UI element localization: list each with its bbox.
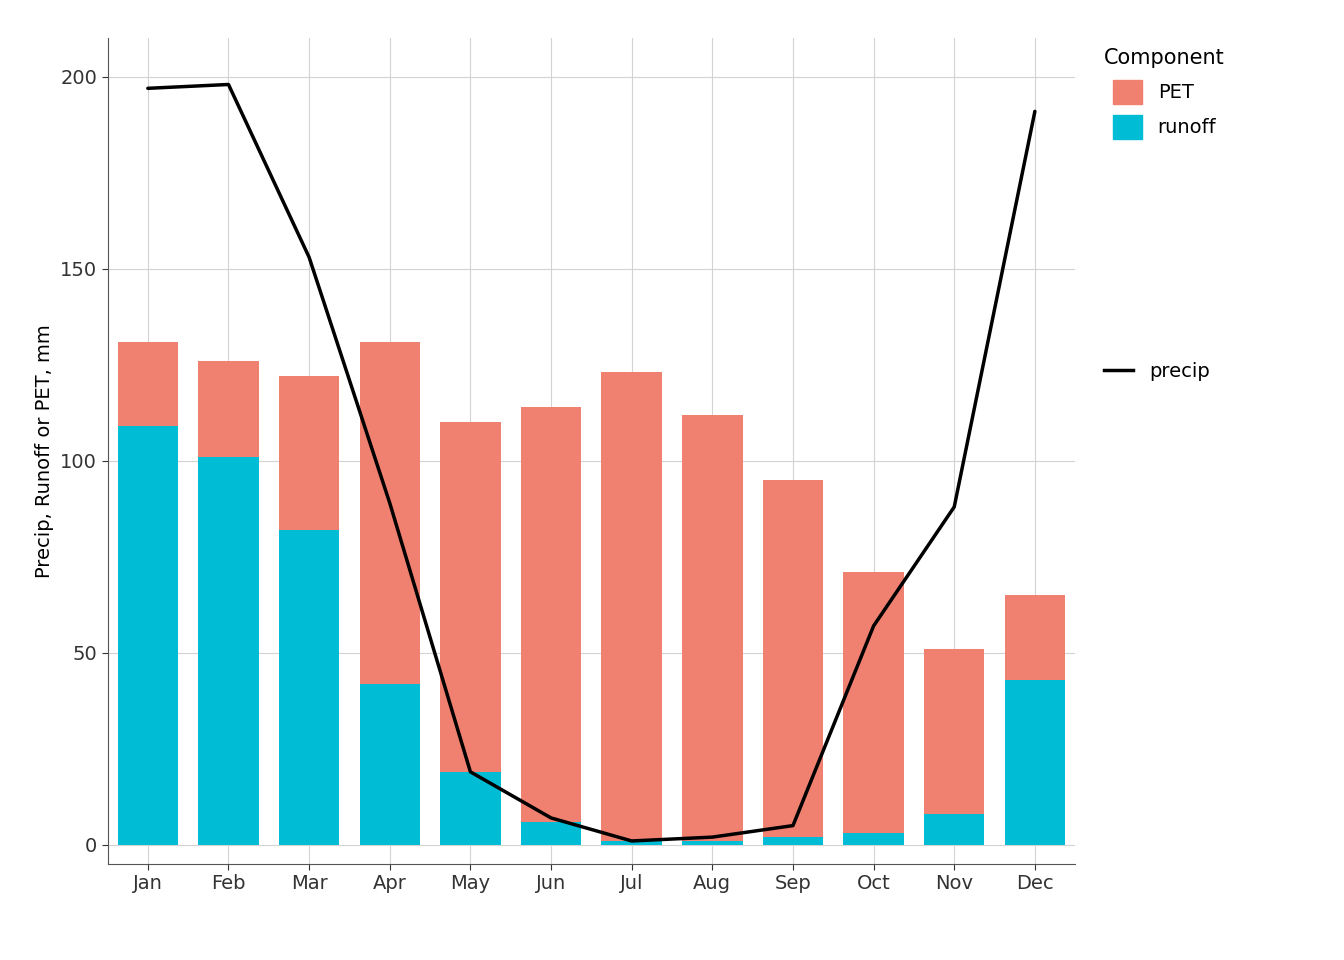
precip: [946, 501, 962, 513]
Bar: [601, 841, 661, 845]
precip: [1027, 106, 1043, 117]
precip: [704, 831, 720, 843]
Bar: [681, 841, 742, 845]
Bar: [198, 361, 258, 457]
Bar: [117, 342, 177, 426]
Bar: [117, 426, 177, 845]
precip: [462, 766, 478, 778]
precip: [140, 83, 156, 94]
Bar: [359, 342, 419, 684]
Legend: precip: precip: [1105, 362, 1210, 381]
precip: [866, 620, 882, 632]
Bar: [762, 480, 823, 837]
Bar: [843, 833, 903, 845]
Bar: [681, 415, 742, 841]
Bar: [520, 822, 581, 845]
precip: [220, 79, 237, 90]
Bar: [198, 457, 258, 845]
Bar: [601, 372, 661, 841]
precip: [624, 835, 640, 847]
precip: [785, 820, 801, 831]
Bar: [762, 837, 823, 845]
Bar: [278, 530, 339, 845]
precip: [301, 252, 317, 263]
Bar: [843, 572, 903, 833]
Y-axis label: Precip, Runoff or PET, mm: Precip, Runoff or PET, mm: [35, 324, 54, 578]
Bar: [1004, 595, 1064, 680]
Bar: [923, 649, 984, 814]
Bar: [1004, 680, 1064, 845]
Bar: [520, 407, 581, 822]
Bar: [923, 814, 984, 845]
precip: [382, 497, 398, 509]
Bar: [439, 772, 500, 845]
Bar: [359, 684, 419, 845]
Bar: [278, 376, 339, 530]
Bar: [439, 422, 500, 772]
precip: [543, 812, 559, 824]
Line: precip: precip: [148, 84, 1035, 841]
